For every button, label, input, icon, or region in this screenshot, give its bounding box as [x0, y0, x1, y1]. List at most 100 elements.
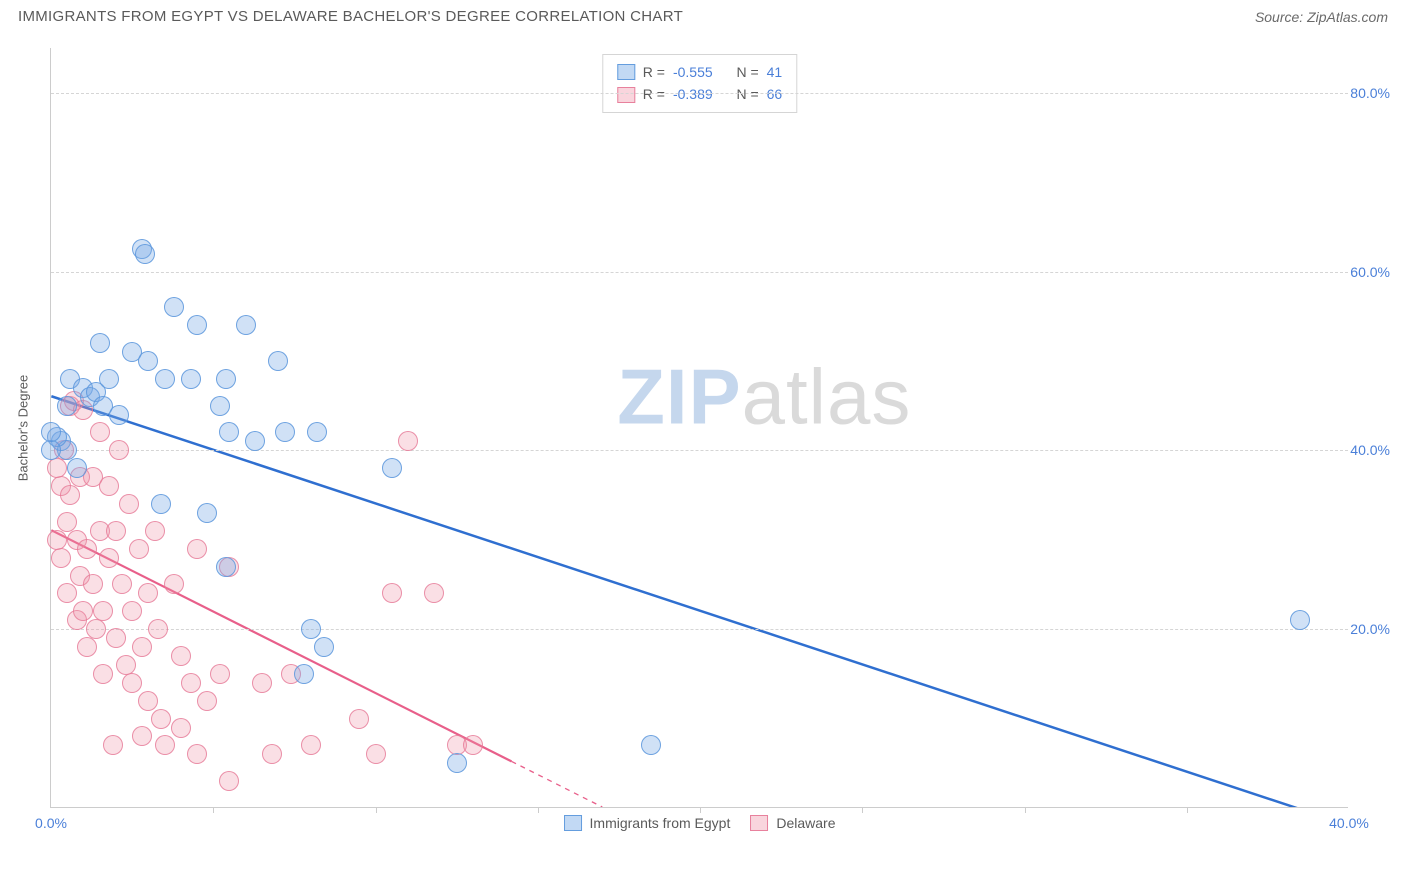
- data-point-delaware: [187, 744, 207, 764]
- data-point-delaware: [382, 583, 402, 603]
- legend-row-delaware: R = -0.389 N = 66: [617, 83, 782, 105]
- trendlines-svg: [51, 48, 1348, 807]
- data-point-egypt: [1290, 610, 1310, 630]
- ytick-label: 40.0%: [1350, 442, 1390, 458]
- data-point-egypt: [641, 735, 661, 755]
- data-point-delaware: [93, 601, 113, 621]
- xtick-minor: [538, 807, 539, 813]
- xtick-minor: [1025, 807, 1026, 813]
- data-point-egypt: [268, 351, 288, 371]
- legend-row-egypt: R = -0.555 N = 41: [617, 61, 782, 83]
- legend-item-delaware: Delaware: [750, 815, 835, 831]
- data-point-egypt: [301, 619, 321, 639]
- data-point-egypt: [187, 315, 207, 335]
- data-point-delaware: [197, 691, 217, 711]
- data-point-delaware: [86, 619, 106, 639]
- data-point-delaware: [73, 601, 93, 621]
- data-point-delaware: [181, 673, 201, 693]
- r-label: R =: [643, 61, 665, 83]
- data-point-egypt: [138, 351, 158, 371]
- legend-correlation: R = -0.555 N = 41 R = -0.389 N = 66: [602, 54, 797, 113]
- gridline-h: [51, 629, 1348, 630]
- data-point-delaware: [119, 494, 139, 514]
- data-point-delaware: [83, 574, 103, 594]
- data-point-delaware: [122, 601, 142, 621]
- data-point-delaware: [366, 744, 386, 764]
- data-point-delaware: [51, 548, 71, 568]
- xtick-minor: [213, 807, 214, 813]
- data-point-delaware: [301, 735, 321, 755]
- n-label: N =: [736, 83, 758, 105]
- data-point-delaware: [90, 422, 110, 442]
- data-point-egypt: [210, 396, 230, 416]
- data-point-egypt: [294, 664, 314, 684]
- data-point-delaware: [219, 771, 239, 791]
- xtick-label: 40.0%: [1329, 815, 1369, 831]
- data-point-egypt: [90, 333, 110, 353]
- chart-title: IMMIGRANTS FROM EGYPT VS DELAWARE BACHEL…: [18, 8, 683, 25]
- data-point-egypt: [164, 297, 184, 317]
- data-point-delaware: [47, 530, 67, 550]
- data-point-delaware: [57, 583, 77, 603]
- legend-label-egypt: Immigrants from Egypt: [590, 815, 731, 831]
- data-point-delaware: [106, 628, 126, 648]
- r-label: R =: [643, 83, 665, 105]
- data-point-egypt: [307, 422, 327, 442]
- swatch-egypt-icon: [564, 815, 582, 831]
- xtick-minor: [376, 807, 377, 813]
- data-point-egypt: [155, 369, 175, 389]
- data-point-delaware: [463, 735, 483, 755]
- xtick-label: 0.0%: [35, 815, 67, 831]
- r-value-egypt: -0.555: [673, 61, 713, 83]
- data-point-egypt: [236, 315, 256, 335]
- data-point-delaware: [99, 548, 119, 568]
- data-point-egypt: [151, 494, 171, 514]
- data-point-delaware: [99, 476, 119, 496]
- data-point-delaware: [112, 574, 132, 594]
- swatch-delaware-icon: [617, 87, 635, 103]
- data-point-delaware: [77, 539, 97, 559]
- n-value-delaware: 66: [767, 83, 783, 105]
- data-point-delaware: [138, 691, 158, 711]
- data-point-delaware: [122, 673, 142, 693]
- data-point-egypt: [135, 244, 155, 264]
- data-point-egypt: [245, 431, 265, 451]
- data-point-delaware: [164, 574, 184, 594]
- legend-series: Immigrants from Egypt Delaware: [564, 815, 836, 831]
- data-point-delaware: [187, 539, 207, 559]
- ytick-label: 20.0%: [1350, 621, 1390, 637]
- ytick-label: 60.0%: [1350, 264, 1390, 280]
- xtick-minor: [862, 807, 863, 813]
- chart-source: Source: ZipAtlas.com: [1255, 9, 1388, 25]
- r-value-delaware: -0.389: [673, 83, 713, 105]
- n-value-egypt: 41: [767, 61, 783, 83]
- n-label: N =: [736, 61, 758, 83]
- data-point-delaware: [171, 718, 191, 738]
- ytick-label: 80.0%: [1350, 85, 1390, 101]
- xtick-minor: [1187, 807, 1188, 813]
- chart-area: ZIPatlas R = -0.555 N = 41 R = -0.389 N …: [50, 48, 1390, 838]
- data-point-delaware: [103, 735, 123, 755]
- data-point-egypt: [197, 503, 217, 523]
- chart-header: IMMIGRANTS FROM EGYPT VS DELAWARE BACHEL…: [0, 0, 1406, 31]
- data-point-delaware: [106, 521, 126, 541]
- data-point-egypt: [216, 557, 236, 577]
- gridline-h: [51, 93, 1348, 94]
- gridline-h: [51, 272, 1348, 273]
- legend-item-egypt: Immigrants from Egypt: [564, 815, 731, 831]
- data-point-delaware: [398, 431, 418, 451]
- scatter-plot: ZIPatlas R = -0.555 N = 41 R = -0.389 N …: [50, 48, 1348, 808]
- data-point-delaware: [210, 664, 230, 684]
- y-axis-label: Bachelor's Degree: [16, 374, 31, 481]
- watermark-atlas: atlas: [742, 353, 912, 441]
- data-point-delaware: [77, 637, 97, 657]
- data-point-delaware: [145, 521, 165, 541]
- xtick-minor: [700, 807, 701, 813]
- data-point-delaware: [132, 726, 152, 746]
- data-point-egypt: [382, 458, 402, 478]
- data-point-egypt: [41, 422, 61, 442]
- data-point-delaware: [109, 440, 129, 460]
- data-point-delaware: [57, 512, 77, 532]
- data-point-delaware: [349, 709, 369, 729]
- watermark: ZIPatlas: [617, 352, 911, 443]
